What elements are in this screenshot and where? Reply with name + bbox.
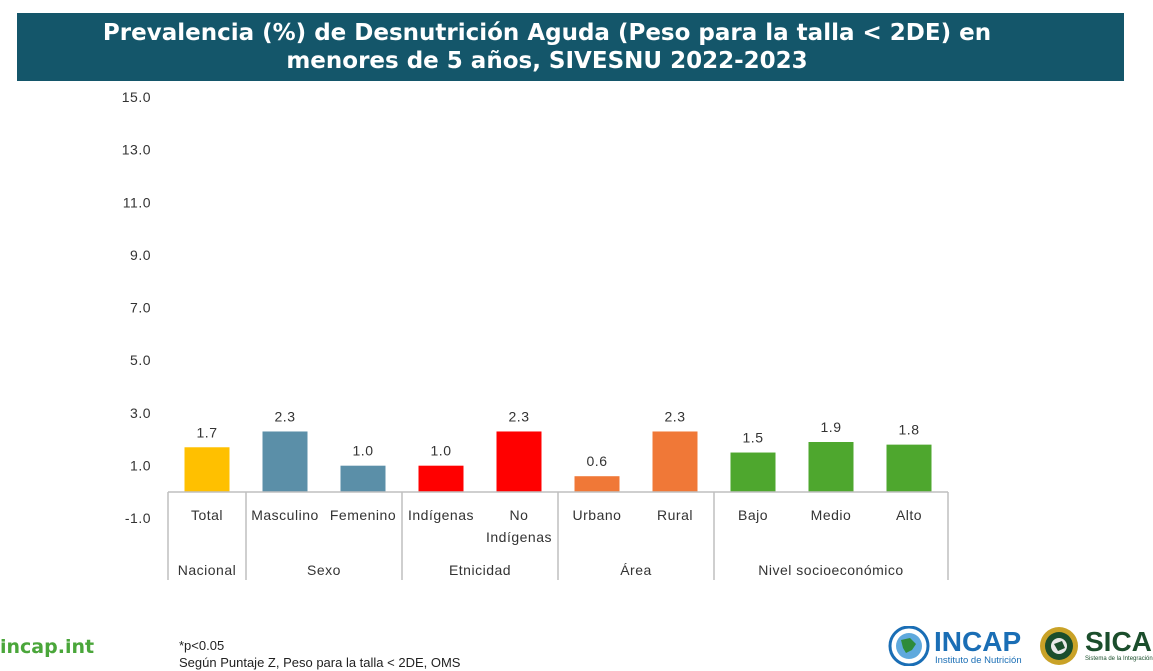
chart-title: Prevalencia (%) de Desnutrición Aguda (P… <box>102 20 992 74</box>
data-label: 0.6 <box>587 453 608 469</box>
data-label: 2.3 <box>665 408 686 424</box>
category-label: Rural <box>657 507 693 523</box>
data-label: 2.3 <box>509 408 530 424</box>
footnote-source: Según Puntaje Z, Peso para la talla < 2D… <box>179 655 461 670</box>
y-tick-label: 15.0 <box>122 89 151 105</box>
bar-urbano <box>574 476 620 492</box>
footnote: *p<0.05 Según Puntaje Z, Peso para la ta… <box>179 637 460 671</box>
chart-title-band: Prevalencia (%) de Desnutrición Aguda (P… <box>17 13 1124 81</box>
bar-alto <box>886 444 932 492</box>
bar-no-indígenas <box>496 431 542 492</box>
sica-subtitle: Sistema de la Integración <box>1085 656 1153 662</box>
data-label: 1.5 <box>743 430 764 446</box>
data-label: 1.9 <box>821 419 842 435</box>
y-tick-label: 5.0 <box>130 352 151 368</box>
y-tick-label: 3.0 <box>130 405 151 421</box>
y-tick-label: 11.0 <box>123 194 151 210</box>
group-label: Sexo <box>307 562 341 578</box>
bar-bajo <box>730 452 776 492</box>
footer-url[interactable]: incap.int <box>0 636 95 658</box>
incap-name: INCAP <box>934 626 1022 657</box>
category-label: Indígenas <box>408 507 474 523</box>
incap-logo: INCAP Instituto de Nutrición <box>886 626 1036 666</box>
footnote-significance: *p<0.05 <box>179 638 225 653</box>
data-label: 2.3 <box>275 408 296 424</box>
bar-femenino <box>340 465 386 492</box>
sica-emblem-icon <box>1040 627 1078 665</box>
bar-indígenas <box>418 465 464 492</box>
y-tick-label: 7.0 <box>130 300 151 316</box>
incap-globe-icon <box>888 626 930 666</box>
bar-masculino <box>262 431 308 492</box>
category-label: Masculino <box>251 507 319 523</box>
group-label: Etnicidad <box>449 562 511 578</box>
category-label: Alto <box>896 507 922 523</box>
data-label: 1.0 <box>353 443 374 459</box>
bar-rural <box>652 431 698 492</box>
incap-subtitle: Instituto de Nutrición <box>935 655 1022 666</box>
bar-total <box>184 447 230 492</box>
data-label: 1.0 <box>431 443 452 459</box>
group-label: Área <box>620 562 652 578</box>
category-label: Total <box>191 507 223 523</box>
sica-logo: SICA Sistema de la Integración <box>1038 626 1153 666</box>
category-label: Indígenas <box>486 529 552 545</box>
y-tick-label: 9.0 <box>130 247 151 263</box>
category-label: Bajo <box>738 507 768 523</box>
y-tick-label: 1.0 <box>130 457 151 473</box>
y-tick-label: 13.0 <box>122 142 151 158</box>
bar-medio <box>808 442 854 492</box>
group-label: Nivel socioeconómico <box>758 562 903 578</box>
y-tick-label: -1.0 <box>125 510 151 526</box>
data-label: 1.8 <box>899 422 920 438</box>
category-label: No <box>510 507 529 523</box>
group-label: Nacional <box>178 562 236 578</box>
data-label: 1.7 <box>197 424 218 440</box>
category-label: Femenino <box>330 507 396 523</box>
sica-name: SICA <box>1085 626 1152 657</box>
category-label: Medio <box>811 507 852 523</box>
category-label: Urbano <box>573 507 622 523</box>
